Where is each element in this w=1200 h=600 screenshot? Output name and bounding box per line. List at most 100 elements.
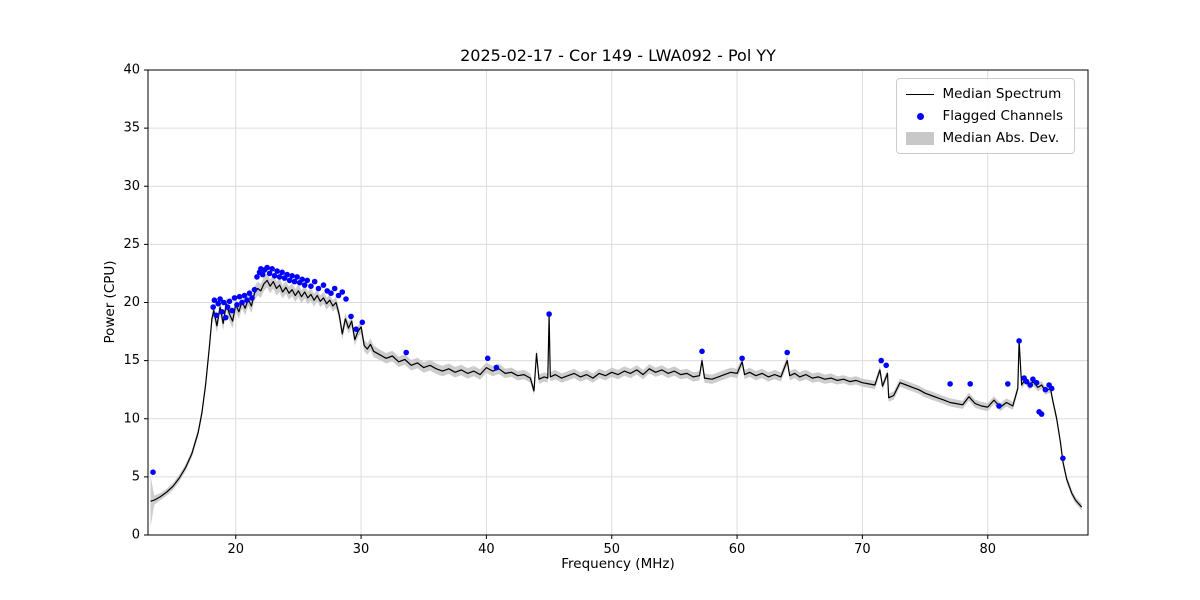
flagged-channel-marker [241, 292, 248, 299]
flagged-channel-marker [339, 289, 346, 295]
flagged-channel-marker [226, 298, 233, 305]
median-spectrum-line-swatch [906, 93, 935, 95]
x-tick-label: 70 [854, 542, 871, 557]
flagged-channel-marker [249, 295, 255, 301]
flagged-channel-marker [331, 285, 338, 292]
y-tick-label: 5 [132, 469, 140, 484]
flagged-channel-marker [1023, 378, 1030, 385]
flagged-channel-marker [266, 270, 273, 277]
flagged-channel-marker [1027, 382, 1034, 388]
flagged-channel-marker [239, 299, 245, 306]
median-abs-dev-band-swatch [906, 131, 935, 145]
flagged-channel-marker [484, 355, 491, 362]
flagged-channel-marker [291, 278, 298, 285]
flagged-channel-marker [699, 348, 705, 355]
flagged-channel-marker [264, 264, 270, 271]
flagged-channel-marker [269, 266, 275, 272]
flagged-channel-marker [234, 302, 240, 308]
flagged-channel-marker [210, 304, 216, 310]
flagged-channel-marker [219, 309, 225, 315]
x-tick-label: 40 [478, 542, 495, 557]
flagged-channel-marker [947, 381, 953, 387]
flagged-channel-marker [739, 355, 745, 362]
flagged-channel-marker [315, 285, 322, 292]
flagged-channels-dot-swatch [906, 112, 934, 120]
flagged-channel-marker [320, 282, 327, 288]
flagged-channel-marker [1030, 376, 1036, 383]
flagged-channel-marker [311, 278, 318, 285]
flagged-channel-marker [271, 273, 278, 279]
x-tick-label: 30 [353, 542, 370, 557]
flagged-channel-marker [996, 403, 1002, 409]
y-tick-label: 15 [123, 353, 140, 368]
flagged-channel-marker [403, 349, 410, 356]
flagged-channel-marker [213, 312, 220, 319]
flagged-channel-marker [251, 286, 258, 293]
median-spectrum-line [150, 279, 1083, 508]
flagged-channel-marker [1033, 379, 1040, 386]
legend-item-median-spectrum: Median Spectrum [906, 86, 1063, 102]
flagged-channel-marker [254, 274, 260, 280]
flagged-channel-marker [222, 314, 229, 321]
flagged-channel-marker [353, 326, 359, 333]
flagged-channel-marker [343, 296, 349, 302]
flagged-channel-marker [221, 299, 227, 306]
flagged-channel-marker [784, 349, 790, 356]
chart-title: 2025-02-17 - Cor 149 - LWA092 - Pol YY [460, 46, 776, 65]
flagged-channel-marker [284, 271, 290, 278]
x-axis-label: Frequency (MHz) [561, 556, 675, 572]
legend-label: Median Spectrum [942, 86, 1062, 102]
mad-band [150, 273, 1082, 527]
flagged-channel-marker [335, 292, 342, 299]
flagged-channel-marker [328, 290, 334, 297]
flagged-channel-marker [246, 290, 253, 297]
x-tick-label: 50 [603, 542, 620, 557]
y-tick-label: 10 [123, 411, 140, 426]
y-tick-label: 30 [123, 179, 140, 194]
flagged-channel-marker [1060, 455, 1066, 462]
flagged-channel-marker [1042, 386, 1049, 393]
y-tick-label: 0 [132, 528, 140, 543]
flagged-channel-marker [279, 269, 285, 276]
flagged-channel-marker [1016, 338, 1022, 344]
flagged-channel-marker [299, 276, 306, 283]
flagged-channel-marker [259, 271, 266, 278]
flagged-channel-marker [231, 295, 238, 301]
y-tick-label: 35 [123, 121, 140, 136]
legend-label: Flagged Channels [942, 108, 1063, 124]
x-tick-label: 60 [729, 542, 746, 557]
flagged-channel-marker [276, 274, 283, 280]
flagged-channel-marker [294, 274, 300, 280]
flagged-channel-marker [150, 469, 156, 476]
x-tick-label: 80 [979, 542, 996, 557]
y-tick-label: 20 [123, 295, 140, 310]
flagged-channel-marker [217, 296, 223, 302]
y-tick-label: 25 [123, 237, 140, 252]
legend-label: Median Abs. Dev. [942, 130, 1060, 146]
flagged-channel-marker [289, 273, 295, 279]
x-tick-label: 20 [227, 542, 244, 557]
flagged-channel-marker [348, 313, 354, 320]
flagged-channel-marker [301, 282, 308, 288]
flagged-channel-marker [286, 277, 293, 284]
legend-item-median-abs-dev: Median Abs. Dev. [906, 130, 1063, 146]
flagged-channel-marker [308, 283, 314, 290]
flagged-channel-marker [304, 277, 311, 284]
flagged-channel-marker [229, 307, 235, 314]
flagged-channel-marker [546, 311, 552, 317]
flagged-channel-marker [878, 357, 884, 364]
legend-item-flagged-channels: Flagged Channels [906, 108, 1063, 124]
flagged-channel-marker [1038, 411, 1045, 417]
flagged-channel-marker [224, 304, 231, 310]
flagged-channel-marker [493, 364, 500, 371]
flagged-channel-marker [215, 300, 221, 307]
flagged-channel-marker [967, 381, 973, 387]
flagged-channel-marker [359, 319, 366, 326]
y-tick-label: 40 [123, 63, 140, 78]
flagged-channel-marker [236, 293, 243, 300]
flagged-channel-marker [274, 268, 280, 274]
flagged-channel-marker [1005, 381, 1011, 387]
legend: Median Spectrum Flagged Channels Median … [896, 78, 1075, 154]
flagged-channel-marker [883, 362, 889, 369]
